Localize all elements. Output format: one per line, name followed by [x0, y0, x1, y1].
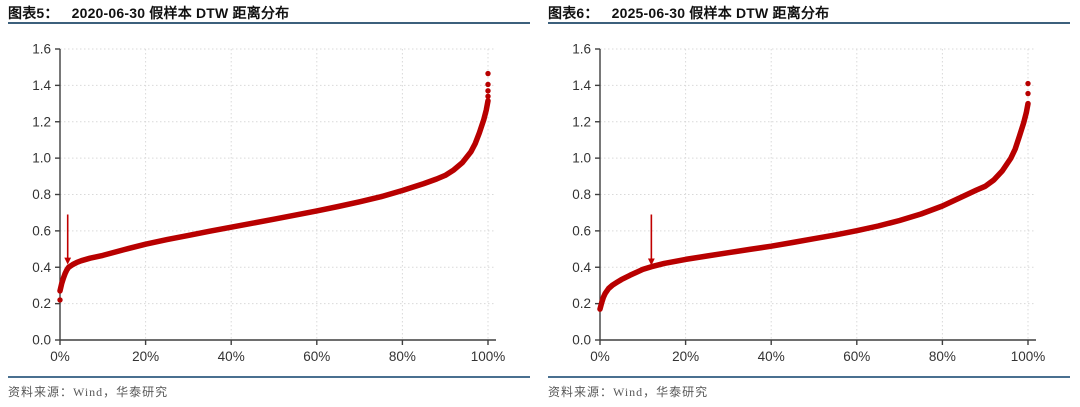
x-tick-label: 100% [471, 349, 506, 364]
figure-label: 图表6： [548, 5, 599, 21]
outlier-points [57, 70, 491, 303]
sample-dot [485, 81, 491, 88]
source-note: 资料来源：Wind，华泰研究 [8, 385, 169, 399]
sample-dot [57, 297, 63, 303]
axes [595, 48, 1036, 345]
x-tick-label: 0% [590, 349, 610, 364]
y-tick-label: 0.0 [32, 333, 51, 348]
y-tick-label: 0.0 [572, 333, 591, 348]
y-tick-label: 1.6 [32, 42, 51, 57]
y-tick-label: 1.4 [32, 78, 51, 93]
x-tick-label: 40% [758, 349, 785, 364]
source-divider [8, 376, 530, 378]
chart-title: 图表6： 2025-06-30 假样本 DTW 距离分布 [548, 0, 1070, 21]
x-tick-label: 60% [303, 349, 330, 364]
x-tick-label: 80% [389, 349, 416, 364]
gridlines [60, 48, 494, 340]
sample-dot [485, 93, 491, 99]
x-tick-label: 20% [132, 349, 159, 364]
chart-panel-right: 图表6： 2025-06-30 假样本 DTW 距离分布 0.0 0.2 0.4 0.6… [540, 0, 1080, 407]
x-tick-label: 80% [929, 349, 956, 364]
gridlines [600, 48, 1034, 340]
tick-labels: 0.0 0.2 0.4 0.6 0.8 1.0 1.2 1.4 1.6 0% 20% 40% 60% 80… [32, 42, 505, 365]
x-tick-label: 20% [672, 349, 699, 364]
y-tick-label: 0.6 [572, 223, 591, 238]
distance-curve [597, 100, 1031, 312]
sample-dot [1025, 80, 1031, 87]
y-tick-label: 0.6 [32, 223, 51, 238]
x-tick-label: 60% [843, 349, 870, 364]
x-tick-label: 100% [1011, 349, 1046, 364]
figure-label: 图表5： [8, 5, 59, 21]
y-tick-label: 1.2 [572, 114, 591, 129]
tick-labels: 0.0 0.2 0.4 0.6 0.8 1.0 1.2 1.4 1.6 0% 20% 40% 60% 80… [572, 42, 1045, 365]
y-tick-label: 0.2 [32, 296, 51, 311]
distance-curve [57, 98, 491, 294]
title-underline [548, 22, 1070, 24]
y-tick-label: 1.6 [572, 42, 591, 57]
y-tick-label: 0.4 [32, 260, 51, 275]
source-divider [548, 376, 1070, 378]
sample-dot [485, 70, 491, 77]
sample-dot [485, 88, 491, 94]
y-tick-label: 0.8 [572, 187, 591, 202]
chart-panel-left: 图表5： 2020-06-30 假样本 DTW 距离分布 0.0 0.2 0.4 0.6… [8, 0, 530, 399]
chart-title-text: 2020-06-30 假样本 DTW 距离分布 [71, 5, 290, 21]
source-note: 资料来源：Wind，华泰研究 [548, 385, 709, 399]
y-tick-label: 0.8 [32, 187, 51, 202]
y-tick-label: 1.4 [572, 78, 591, 93]
outlier-points [1025, 80, 1031, 97]
annotation-arrow-icon [64, 214, 72, 265]
title-underline [8, 22, 530, 24]
annotation-arrow-icon [647, 214, 655, 266]
y-tick-label: 1.2 [32, 114, 51, 129]
y-tick-label: 1.0 [572, 151, 591, 166]
sample-dot [1025, 90, 1031, 97]
chart-title-text: 2025-06-30 假样本 DTW 距离分布 [611, 5, 830, 21]
y-tick-label: 0.4 [572, 260, 591, 275]
y-tick-label: 0.2 [572, 296, 591, 311]
x-tick-label: 0% [50, 349, 70, 364]
x-tick-label: 40% [218, 349, 245, 364]
dtw-distance-distribution-chart: 0.0 0.2 0.4 0.6 0.8 1.0 1.2 1.4 1.6 0% 20% 40% 60% 80… [32, 42, 505, 365]
axes [55, 48, 496, 345]
dtw-distance-distribution-chart: 0.0 0.2 0.4 0.6 0.8 1.0 1.2 1.4 1.6 0% 20% 40% 60% 80… [572, 42, 1045, 365]
y-tick-label: 1.0 [32, 151, 51, 166]
chart-title: 图表5： 2020-06-30 假样本 DTW 距离分布 [8, 0, 530, 21]
